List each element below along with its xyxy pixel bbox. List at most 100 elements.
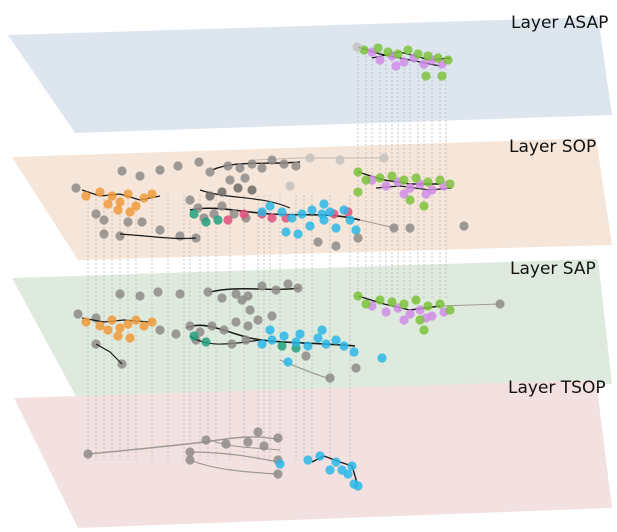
sop-node (287, 213, 297, 223)
sap-node (113, 331, 123, 341)
sop-node (419, 201, 429, 211)
sap-node (131, 315, 141, 325)
sop-node (353, 167, 363, 177)
tsop-node (331, 457, 341, 467)
sop-node (405, 223, 415, 233)
sop-node (411, 173, 421, 183)
layer-label-sop: Layer SOP (509, 137, 596, 157)
sap-node (303, 341, 313, 351)
sop-node (107, 191, 117, 201)
tsop-node (353, 481, 363, 491)
sop-node (135, 171, 145, 181)
sop-node (277, 207, 287, 217)
tsop-node (185, 447, 195, 457)
layer-label-sap: Layer SAP (510, 259, 596, 279)
sap-node (107, 315, 117, 325)
sap-node (293, 283, 303, 293)
asap-node (423, 51, 433, 61)
sop-node (281, 227, 291, 237)
network-graph (71, 42, 505, 491)
sap-node (175, 289, 185, 299)
sop-node (421, 189, 431, 199)
sop-node (293, 229, 303, 239)
sop-node (291, 161, 301, 171)
sop-node (445, 179, 455, 189)
network-edge (189, 451, 279, 463)
plane-layer-asap (8, 17, 612, 133)
sap-node (245, 305, 255, 315)
sop-node (389, 223, 399, 233)
sop-node (189, 209, 199, 219)
sap-node (313, 333, 323, 343)
sop-node (405, 183, 415, 193)
layer-label-tsop: Layer TSOP (508, 378, 606, 398)
sop-node (81, 191, 91, 201)
sap-node (495, 299, 505, 309)
sop-node (459, 221, 469, 231)
sap-node (375, 295, 385, 305)
sap-node (291, 337, 301, 347)
sop-node (381, 181, 391, 191)
sap-node (445, 305, 455, 315)
sap-node (241, 335, 251, 345)
sap-node (325, 373, 335, 383)
sop-node (131, 201, 141, 211)
sap-node (243, 321, 253, 331)
asap-node (421, 71, 431, 81)
sap-node (257, 281, 267, 291)
sap-node (399, 299, 409, 309)
sap-node (115, 289, 125, 299)
sap-node (435, 299, 445, 309)
sop-node (375, 173, 385, 183)
sop-node (99, 229, 109, 239)
sop-node (117, 166, 127, 176)
sop-node (257, 207, 267, 217)
asap-node (359, 45, 369, 55)
sop-node (147, 189, 157, 199)
network-edge (119, 233, 197, 240)
sop-node (115, 197, 125, 207)
sop-node (240, 173, 250, 183)
tsop-node (185, 455, 195, 465)
sop-node (71, 183, 81, 193)
sop-node (91, 209, 101, 219)
network-edge (209, 287, 301, 293)
sap-node (419, 325, 429, 335)
sop-node (123, 217, 133, 227)
sap-node (271, 285, 281, 295)
network-edge (209, 439, 281, 451)
sap-node (267, 335, 277, 345)
sop-node (267, 155, 277, 165)
plane-layer-tsop (14, 380, 612, 528)
tsop-node (201, 435, 211, 445)
sop-node (257, 163, 267, 173)
sop-node (194, 157, 204, 167)
asap-node (352, 42, 362, 52)
sap-node (339, 341, 349, 351)
sap-node (353, 291, 363, 301)
sap-node (135, 291, 145, 301)
sap-node (267, 311, 277, 321)
sap-node (217, 293, 227, 303)
sap-node (377, 353, 387, 363)
sap-node (203, 287, 213, 297)
sop-node (233, 183, 243, 193)
sop-node (223, 161, 233, 171)
sop-node (123, 189, 133, 199)
sop-node (185, 195, 195, 205)
sop-node (223, 215, 233, 225)
sop-node (307, 205, 317, 215)
sop-node (175, 231, 185, 241)
sop-node (113, 205, 123, 215)
sap-node (405, 309, 415, 319)
sop-node (247, 159, 257, 169)
asap-node (443, 55, 453, 65)
sap-node (331, 335, 341, 345)
sap-node (387, 297, 397, 307)
sap-node (237, 295, 247, 305)
sop-node (201, 217, 211, 227)
tsop-node (83, 449, 93, 459)
sap-node (295, 329, 305, 339)
sop-node (139, 193, 149, 203)
sap-node (321, 339, 331, 349)
